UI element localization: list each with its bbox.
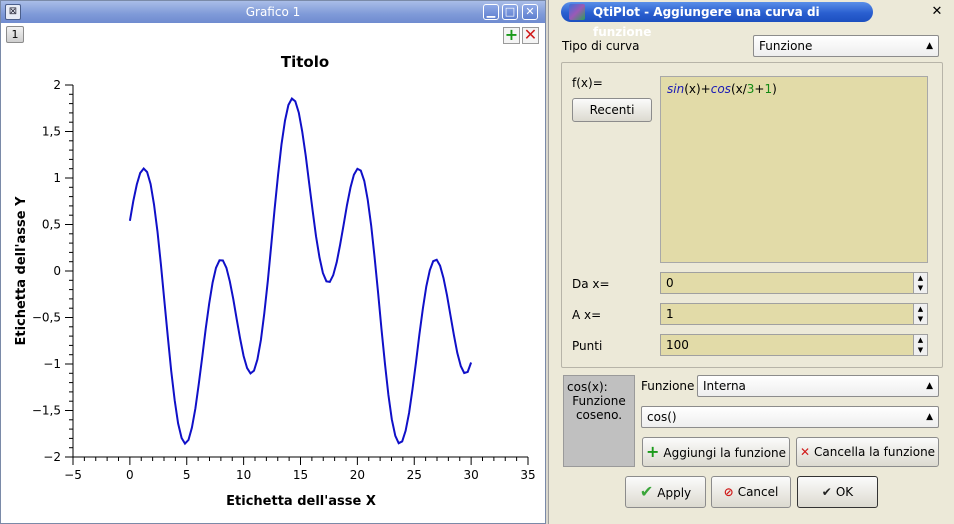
- apply-button[interactable]: ✔ Apply: [625, 476, 706, 508]
- layer-tab[interactable]: 1: [6, 26, 24, 43]
- delete-function-label: Cancella la funzione: [814, 445, 936, 459]
- y-tick-label: −2: [43, 450, 61, 464]
- formula-token: +: [754, 82, 765, 96]
- points-input[interactable]: 100 ▲ ▼: [660, 334, 928, 356]
- x-icon[interactable]: ✕: [522, 25, 539, 44]
- chevron-updown-icon: ▲: [926, 41, 933, 51]
- dialog-title: QtiPlot - Aggiungere una curva di funzio…: [561, 2, 873, 39]
- function-description: cos(x): Funzione coseno.: [563, 375, 635, 467]
- to-x-label: A x=: [572, 308, 602, 322]
- curve-type-value: Funzione: [759, 39, 813, 53]
- ok-button[interactable]: ✔ OK: [797, 476, 878, 508]
- formula-token: ): [772, 82, 777, 96]
- forbidden-icon: ⊘: [723, 485, 734, 499]
- graph-window-titlebar[interactable]: ⊠ Grafico 1 ▁ □ ✕: [1, 1, 545, 23]
- y-tick-label: 0: [53, 264, 61, 278]
- cancel-button[interactable]: ⊘ Cancel: [711, 476, 791, 508]
- fx-label: f(x)=: [572, 76, 603, 90]
- plot-area[interactable]: Titolo Etichetta dell'asse X Etichetta del…: [1, 45, 545, 523]
- desc-line-2: Funzione: [572, 394, 626, 408]
- from-x-label: Da x=: [572, 277, 610, 291]
- points-value: 100: [666, 338, 689, 352]
- function-category-label: Funzione: [641, 379, 695, 393]
- points-label: Punti: [572, 339, 603, 353]
- y-tick-label: −1: [43, 357, 61, 371]
- x-tick-label: 0: [126, 468, 134, 482]
- delete-function-button[interactable]: ✕ Cancella la funzione: [796, 437, 939, 467]
- spin-arrows-icon[interactable]: ▲ ▼: [913, 304, 927, 324]
- checkmark-icon: ✔: [639, 482, 654, 501]
- checkmark-icon: ✔: [821, 485, 832, 499]
- from-x-value: 0: [666, 276, 674, 290]
- dialog-titlebar[interactable]: QtiPlot - Aggiungere una curva di funzio…: [549, 0, 954, 39]
- graph-window-icon[interactable]: ⊠: [5, 4, 21, 20]
- dialog-close-icon[interactable]: ✕: [931, 4, 943, 19]
- y-tick-label: 0,5: [42, 218, 61, 232]
- apply-label: Apply: [657, 486, 692, 500]
- x-icon: ✕: [799, 445, 810, 459]
- formula-text: sin(x)+cos(x/3+1): [667, 82, 777, 96]
- maximize-button[interactable]: □: [502, 4, 518, 20]
- x-tick-label: 25: [407, 468, 422, 482]
- from-x-input[interactable]: 0 ▲ ▼: [660, 272, 928, 294]
- plus-icon[interactable]: +: [503, 25, 520, 44]
- to-x-value: 1: [666, 307, 674, 321]
- y-tick-label: 1: [53, 171, 61, 185]
- add-function-button[interactable]: + Aggiungi la funzione: [642, 437, 790, 467]
- recent-button[interactable]: Recenti: [572, 98, 652, 122]
- x-tick-label: 15: [293, 468, 308, 482]
- formula-token: (x)+: [684, 82, 711, 96]
- y-axis-label: Etichetta dell'asse Y: [14, 196, 29, 346]
- formula-token: cos: [710, 82, 731, 96]
- x-tick-label: 30: [463, 468, 478, 482]
- desc-title: cos(x):: [567, 380, 608, 394]
- x-axis-label: Etichetta dell'asse X: [226, 494, 376, 509]
- curve-type-select[interactable]: Funzione ▲: [753, 35, 939, 57]
- desc-line-3: coseno.: [575, 408, 623, 422]
- function-category-select[interactable]: Interna ▲: [697, 375, 939, 397]
- function-select[interactable]: cos() ▲: [641, 406, 939, 428]
- x-tick-label: 20: [350, 468, 365, 482]
- x-tick-label: 10: [236, 468, 251, 482]
- x-tick-label: −5: [64, 468, 82, 482]
- close-button[interactable]: ✕: [522, 4, 538, 20]
- function-group: f(x)= Recenti sin(x)+cos(x/3+1) Da x= 0 …: [561, 62, 943, 368]
- ok-label: OK: [835, 485, 854, 499]
- add-function-curve-dialog: QtiPlot - Aggiungere una curva di funzio…: [548, 0, 954, 524]
- qtiplot-app-icon: [569, 4, 585, 20]
- function-curve: [128, 96, 473, 446]
- graph-window: ⊠ Grafico 1 ▁ □ ✕ 1 + ✕ Titolo Etichetta …: [0, 0, 546, 524]
- formula-editor[interactable]: sin(x)+cos(x/3+1): [660, 76, 928, 263]
- chart-title: Titolo: [281, 53, 329, 71]
- add-function-label: Aggiungi la funzione: [663, 446, 787, 460]
- minimize-button[interactable]: ▁: [483, 4, 499, 20]
- to-x-input[interactable]: 1 ▲ ▼: [660, 303, 928, 325]
- y-tick-label: 2: [53, 78, 61, 92]
- x-tick-label: 35: [520, 468, 535, 482]
- function-value: cos(): [647, 410, 677, 424]
- formula-token: 1: [764, 82, 773, 96]
- cancel-label: Cancel: [737, 485, 779, 499]
- formula-token: (x/: [730, 82, 747, 96]
- chevron-updown-icon: ▲: [926, 381, 933, 391]
- y-tick-label: 1,5: [42, 125, 61, 139]
- y-tick-label: −1,5: [32, 404, 61, 418]
- y-tick-label: −0,5: [32, 311, 61, 325]
- x-tick-label: 5: [183, 468, 191, 482]
- plus-icon: +: [645, 442, 660, 461]
- curve-type-label: Tipo di curva: [562, 39, 640, 53]
- spin-arrows-icon[interactable]: ▲ ▼: [913, 335, 927, 355]
- graph-window-title: Grafico 1: [245, 5, 301, 19]
- formula-token: 3: [746, 82, 755, 96]
- chevron-updown-icon: ▲: [926, 412, 933, 422]
- function-category-value: Interna: [703, 379, 746, 393]
- spin-arrows-icon[interactable]: ▲ ▼: [913, 273, 927, 293]
- formula-token: sin: [667, 82, 685, 96]
